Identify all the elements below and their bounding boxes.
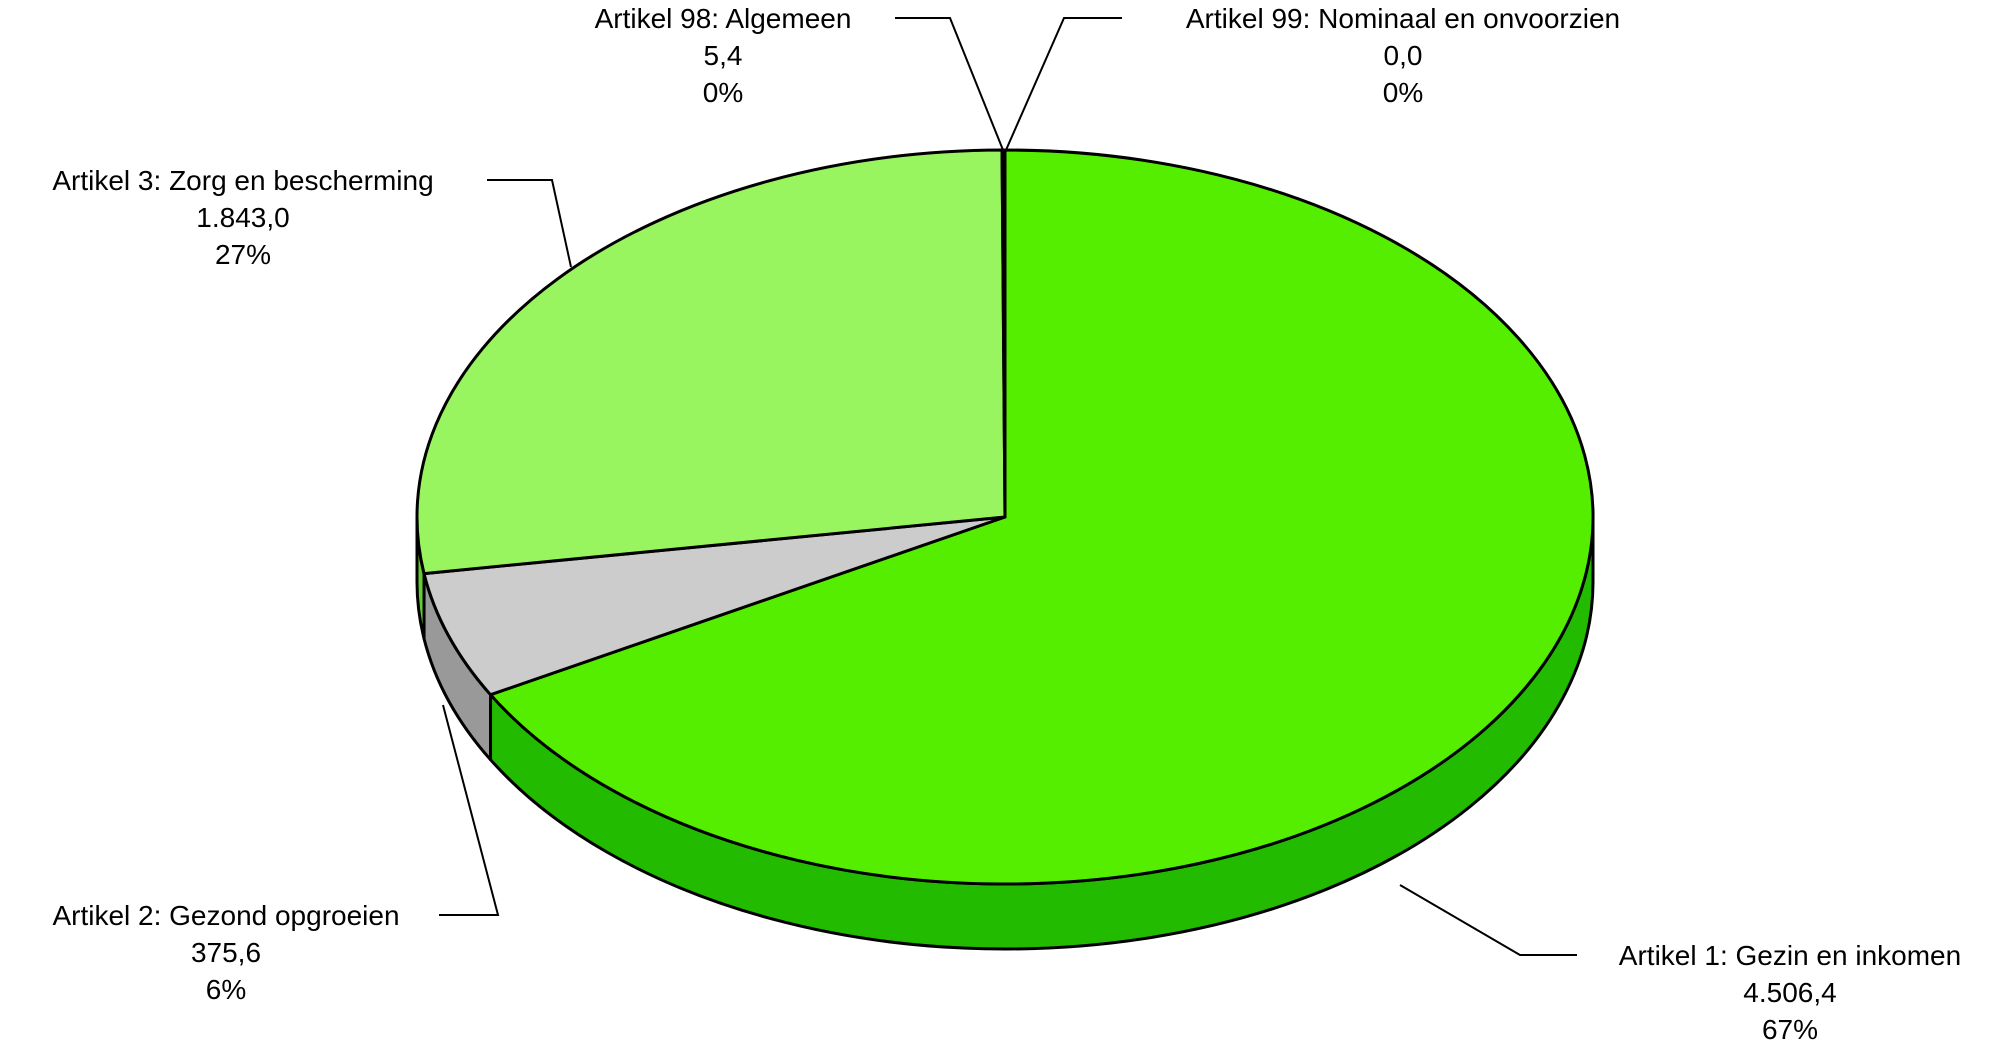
slice-label-name: Artikel 98: Algemeen [595, 3, 852, 34]
slice-label-artikel-3: Artikel 3: Zorg en bescherming 1.843,0 2… [52, 165, 433, 270]
slice-label-value: 0,0 [1384, 40, 1423, 71]
slice-artikel-3 [415, 148, 1007, 576]
slice-label-percent: 0% [703, 77, 743, 108]
slice-label-artikel-98: Artikel 98: Algemeen 5,4 0% [595, 3, 852, 108]
slice-artikel-2 [422, 515, 1007, 697]
slice-label-percent: 6% [206, 974, 246, 1005]
leader-artikel-2 [439, 704, 500, 916]
slice-label-name: Artikel 2: Gezond opgroeien [52, 900, 399, 931]
slice-label-value: 375,6 [191, 937, 261, 968]
slice-label-value: 5,4 [704, 40, 743, 71]
slice-label-artikel-1: Artikel 1: Gezin en inkomen 4.506,4 67% [1619, 940, 1961, 1045]
leader-lines [439, 17, 1577, 956]
slice-label-percent: 67% [1762, 1014, 1818, 1045]
slice-artikel-1 [489, 148, 1595, 886]
slice-label-name: Artikel 3: Zorg en bescherming [52, 165, 433, 196]
slice-label-value: 1.843,0 [196, 202, 289, 233]
slice-label-percent: 27% [215, 239, 271, 270]
slice-label-artikel-2: Artikel 2: Gezond opgroeien 375,6 6% [52, 900, 399, 1005]
leader-artikel-99 [1005, 17, 1122, 151]
slice-label-percent: 0% [1383, 77, 1423, 108]
slice-label-name: Artikel 99: Nominaal en onvoorzien [1186, 3, 1620, 34]
slice-label-name: Artikel 1: Gezin en inkomen [1619, 940, 1961, 971]
pie-slices [415, 148, 1595, 886]
slice-label-value: 4.506,4 [1743, 977, 1836, 1008]
leader-artikel-3 [487, 179, 572, 268]
leader-artikel-98 [895, 17, 1004, 151]
leader-artikel-1 [1399, 884, 1577, 956]
slice-label-artikel-99: Artikel 99: Nominaal en onvoorzien 0,0 0… [1186, 3, 1620, 108]
